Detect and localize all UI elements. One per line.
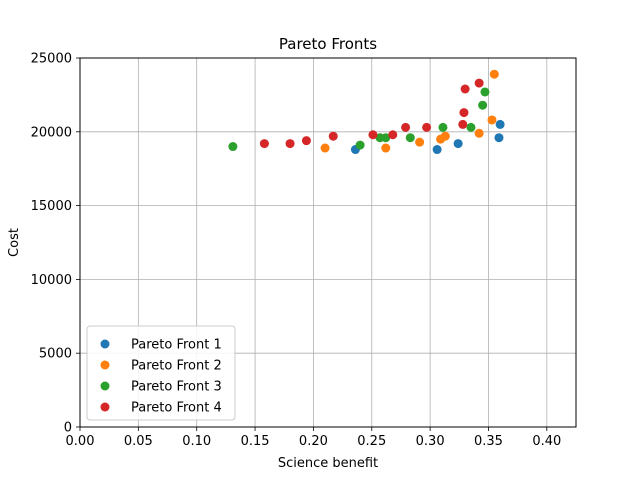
pareto-front-4-point <box>259 139 269 149</box>
data-points <box>228 69 505 155</box>
pareto-front-2-point <box>320 143 330 153</box>
legend-label: Pareto Front 2 <box>131 359 222 374</box>
legend: Pareto Front 1 Pareto Front 2 Pareto Front… <box>86 325 236 421</box>
pareto-front-3-point <box>228 142 238 152</box>
legend-marker <box>100 381 110 391</box>
pareto-front-4-point <box>460 84 470 94</box>
pareto-front-2-point <box>487 115 497 125</box>
plot-frame <box>79 57 577 428</box>
pareto-front-3-point <box>438 122 448 132</box>
legend-marker <box>100 339 110 349</box>
pareto-front-2-point <box>474 128 484 138</box>
legend-label: Pareto Front 4 <box>131 401 222 416</box>
y-tick-label: 20000 <box>31 125 72 140</box>
pareto-front-4-point <box>388 130 398 140</box>
pareto-front-4-point <box>459 108 469 118</box>
x-tick-label: 0.10 <box>182 434 211 449</box>
x-tick-label: 0.35 <box>474 434 503 449</box>
pareto-front-1-point <box>494 133 504 143</box>
x-axis-label: Science benefit <box>278 456 378 471</box>
pareto-front-4-point <box>285 139 295 149</box>
pareto-front-2-point <box>440 131 450 141</box>
y-tick-label: 5000 <box>39 347 72 362</box>
pareto-front-2-point <box>489 69 499 79</box>
pareto-front-4-point <box>422 122 432 132</box>
y-axis-label: Cost <box>7 228 22 257</box>
pareto-front-1-point <box>453 139 463 149</box>
pareto-front-4-point <box>474 78 484 88</box>
x-tick-label: 0.15 <box>241 434 270 449</box>
pareto-front-3-point <box>466 122 476 132</box>
y-tick-label: 25000 <box>31 52 72 67</box>
legend-marker <box>100 402 110 412</box>
pareto-front-4-point <box>458 119 468 129</box>
pareto-front-4-point <box>368 130 378 140</box>
y-tick-label: 15000 <box>31 199 72 214</box>
x-tick-label: 0.00 <box>66 434 95 449</box>
x-tick-label: 0.05 <box>124 434 153 449</box>
pareto-front-4-point <box>301 136 311 146</box>
y-tick-label: 0 <box>64 421 72 436</box>
pareto-front-2-point <box>381 143 391 153</box>
legend-label: Pareto Front 1 <box>131 338 222 353</box>
y-tick-label: 10000 <box>31 273 72 288</box>
x-tick-label: 0.40 <box>532 434 561 449</box>
legend-marker <box>100 360 110 370</box>
x-tick-label: 0.30 <box>416 434 445 449</box>
pareto-front-1-point <box>432 145 442 155</box>
chart-title: Pareto Fronts <box>279 35 377 53</box>
pareto-front-3-point <box>480 87 490 97</box>
pareto-front-3-point <box>381 133 391 143</box>
x-tick-label: 0.20 <box>299 434 328 449</box>
legend-box <box>86 325 236 421</box>
pareto-front-2-point <box>415 137 425 147</box>
grid-lines <box>79 57 576 428</box>
pareto-front-4-point <box>328 131 338 141</box>
pareto-front-3-point <box>405 133 415 143</box>
pareto-front-3-point <box>355 140 365 150</box>
pareto-front-3-point <box>478 100 488 110</box>
pareto-front-1-point <box>495 119 505 129</box>
axis-ticks: 0.00 0.05 0.10 0.15 0.20 0.25 0.30 0.35 0.40 0 500… <box>31 52 562 450</box>
pareto-front-4-point <box>401 122 411 132</box>
x-tick-label: 0.25 <box>357 434 386 449</box>
legend-label: Pareto Front 3 <box>131 380 222 395</box>
